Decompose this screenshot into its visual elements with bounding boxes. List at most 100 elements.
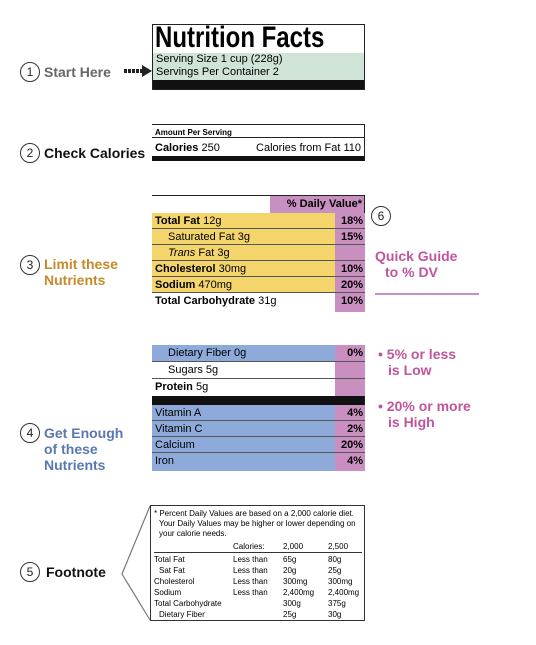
row-value: 300mg bbox=[328, 577, 353, 586]
footnote-line: Your Daily Values may be higher or lower… bbox=[159, 519, 356, 528]
divider bbox=[154, 552, 362, 553]
nutrient-name: Dietary Fiber bbox=[168, 347, 231, 359]
nutrient-name: Sugars bbox=[168, 364, 203, 376]
arrow bbox=[124, 65, 152, 77]
col-header: 2,500 bbox=[328, 542, 349, 551]
step-number: 4 bbox=[20, 423, 40, 443]
step-label: Footnote bbox=[46, 564, 106, 580]
dv: 0% bbox=[335, 345, 365, 361]
dv: 4% bbox=[335, 453, 365, 471]
nutrient-row: Protein 5g bbox=[152, 379, 365, 396]
col-label: Calories: bbox=[233, 542, 265, 551]
step-number: 3 bbox=[20, 255, 40, 275]
nutrient-amount: 5g bbox=[195, 381, 209, 393]
guide-note: • 20% or more bbox=[378, 398, 471, 414]
calories-box: Amount Per Serving Calories 250 Calories… bbox=[152, 124, 365, 161]
row-value: 25g bbox=[328, 566, 342, 575]
nutrient-name: Total Fat bbox=[155, 215, 201, 227]
step-label: of these bbox=[44, 441, 98, 457]
nutrient-amount: 3g bbox=[237, 231, 250, 243]
guide-note: is Low bbox=[388, 362, 432, 378]
row-value: 2,400mg bbox=[283, 588, 315, 597]
thick-bar bbox=[152, 396, 364, 405]
nutrient-row: Cholesterol 30mg 10% bbox=[152, 261, 365, 277]
row-qualifier: Less than bbox=[233, 588, 268, 597]
vitamin-row: Vitamin A 4% bbox=[152, 405, 365, 421]
dv: 10% bbox=[335, 293, 365, 312]
step-label: Get Enough bbox=[44, 425, 124, 441]
vitamin-name: Vitamin C bbox=[155, 423, 203, 435]
calories-from-fat: Calories from Fat 110 bbox=[256, 142, 361, 154]
nutrient-name: Trans bbox=[168, 247, 196, 259]
nutrient-amount: Fat 3g bbox=[198, 247, 230, 259]
bracket bbox=[121, 505, 151, 621]
nutrient-name: Total Carbohydrate bbox=[155, 295, 256, 307]
row-value: 65g bbox=[283, 555, 297, 564]
nutrient-row: Sodium 470mg 20% bbox=[152, 277, 365, 293]
divider bbox=[152, 137, 364, 138]
serving-size: Serving Size 1 cup (228g) bbox=[156, 53, 283, 65]
nutrient-row: Total Carbohydrate 31g 10% bbox=[152, 293, 365, 312]
header-box: Nutrition Facts Serving Size 1 cup (228g… bbox=[152, 21, 365, 90]
row-value: 300g bbox=[283, 599, 301, 608]
dv-cell bbox=[335, 379, 365, 396]
serving-band bbox=[153, 53, 364, 80]
servings: Servings Per Container 2 bbox=[156, 66, 279, 78]
row-value: 20g bbox=[283, 566, 297, 575]
title: Nutrition Facts bbox=[155, 21, 325, 54]
thick-bar bbox=[153, 80, 364, 89]
thick-bar bbox=[152, 156, 364, 161]
footnote-box: * Percent Daily Values are based on a 2,… bbox=[150, 505, 365, 621]
dv: 18% bbox=[335, 213, 365, 228]
dv: 20% bbox=[335, 277, 365, 292]
calories: Calories 250 bbox=[155, 142, 220, 154]
footnote-line: * Percent Daily Values are based on a 2,… bbox=[154, 509, 354, 518]
step-number: 2 bbox=[20, 143, 40, 163]
nutrient-amount: 5g bbox=[205, 364, 219, 376]
calories-value: 250 bbox=[201, 142, 220, 154]
amount-heading: Amount Per Serving bbox=[155, 128, 232, 137]
nutrient-amount: 470mg bbox=[198, 279, 233, 291]
nutrient-row: Total Fat 12g 18% bbox=[152, 213, 365, 229]
nutrient-row: Trans Fat 3g bbox=[152, 245, 365, 261]
col-header: 2,000 bbox=[283, 542, 304, 551]
guide-rule bbox=[375, 293, 479, 295]
row-qualifier: Less than bbox=[233, 555, 268, 564]
vitamin-row: Iron 4% bbox=[152, 453, 365, 471]
step-label: Start Here bbox=[44, 64, 111, 80]
step-label: Check Calories bbox=[44, 145, 146, 161]
nutrient-name: Sodium bbox=[155, 279, 196, 291]
vitamin-name: Iron bbox=[155, 455, 174, 467]
calories-label: Calories bbox=[155, 142, 199, 154]
nutrient-row: Saturated Fat 3g 15% bbox=[152, 229, 365, 245]
row-value: 300mg bbox=[283, 577, 308, 586]
nutrient-row: Dietary Fiber 0g 0% bbox=[152, 345, 365, 362]
row-value: 25g bbox=[283, 610, 297, 619]
nutrient-amount: 0g bbox=[234, 347, 247, 359]
vitamin-row: Calcium 20% bbox=[152, 437, 365, 453]
vitamin-name: Calcium bbox=[155, 439, 195, 451]
row-qualifier: Less than bbox=[233, 566, 268, 575]
step-label: Nutrients bbox=[44, 272, 106, 288]
row-name: Dietary Fiber bbox=[159, 610, 205, 619]
step-label: Limit these bbox=[44, 256, 118, 272]
dv: 2% bbox=[335, 421, 365, 436]
step-number: 5 bbox=[20, 562, 40, 582]
step-number: 6 bbox=[371, 206, 391, 226]
vitamin-row: Vitamin C 2% bbox=[152, 421, 365, 437]
guide-note: • 5% or less bbox=[378, 346, 457, 362]
row-name: Sat Fat bbox=[159, 566, 185, 575]
nutrient-amount: 30mg bbox=[218, 263, 247, 275]
nutrient-name: Protein bbox=[155, 381, 193, 393]
step-label: Nutrients bbox=[44, 457, 106, 473]
row-value: 2,400mg bbox=[328, 588, 360, 597]
row-name: Total Fat bbox=[154, 555, 185, 564]
guide-title: Quick Guide bbox=[375, 248, 458, 264]
row-name: Total Carbohydrate bbox=[154, 599, 222, 608]
row-value: 30g bbox=[328, 610, 342, 619]
guide-title: to % DV bbox=[385, 264, 438, 280]
dv-cell bbox=[335, 245, 365, 260]
dv: 10% bbox=[335, 261, 365, 276]
dv: 4% bbox=[335, 405, 365, 420]
